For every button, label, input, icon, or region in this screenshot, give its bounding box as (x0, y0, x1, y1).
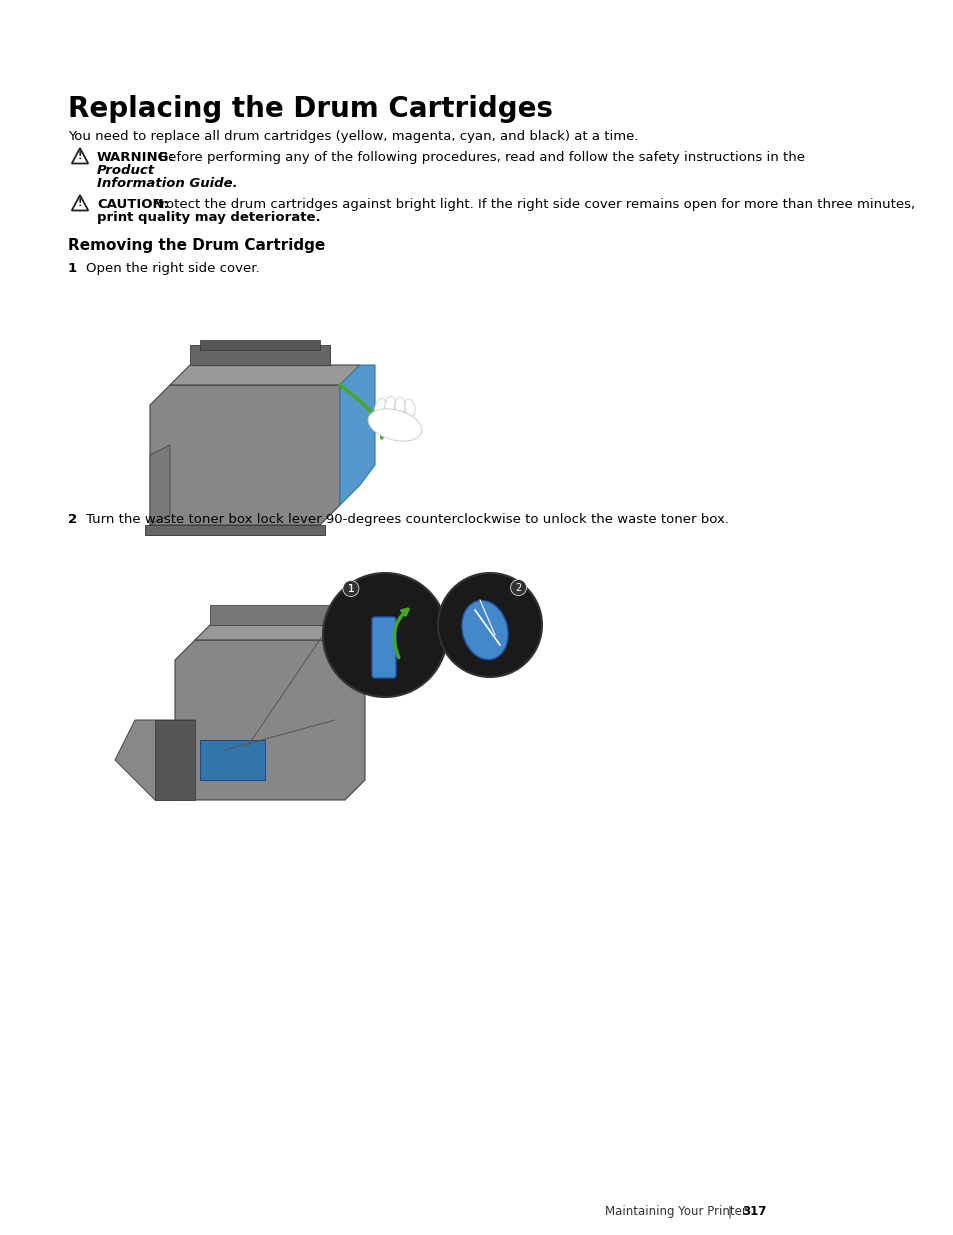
Text: CAUTION:: CAUTION: (97, 198, 169, 211)
Text: Product: Product (97, 164, 155, 177)
Polygon shape (150, 385, 339, 525)
Text: 1: 1 (347, 583, 354, 594)
Text: |: | (727, 1205, 731, 1218)
Polygon shape (200, 340, 319, 350)
Text: !: ! (77, 152, 82, 162)
Polygon shape (339, 366, 375, 505)
Polygon shape (115, 720, 194, 800)
Text: Information Guide.: Information Guide. (97, 177, 237, 190)
Ellipse shape (384, 396, 395, 414)
Text: WARNING:: WARNING: (97, 151, 174, 164)
Circle shape (510, 579, 526, 595)
Text: !: ! (77, 199, 82, 209)
Circle shape (342, 580, 358, 597)
Text: 1: 1 (68, 262, 77, 275)
Text: You need to replace all drum cartridges (yellow, magenta, cyan, and black) at a : You need to replace all drum cartridges … (68, 130, 638, 143)
Polygon shape (210, 605, 350, 625)
Ellipse shape (395, 396, 405, 415)
Text: Replacing the Drum Cartridges: Replacing the Drum Cartridges (68, 95, 553, 124)
Ellipse shape (461, 600, 508, 659)
Text: 1: 1 (348, 583, 354, 594)
Circle shape (437, 573, 541, 677)
Polygon shape (170, 366, 359, 385)
FancyBboxPatch shape (372, 618, 395, 678)
Ellipse shape (374, 399, 385, 416)
Text: 2: 2 (68, 513, 77, 526)
Polygon shape (154, 720, 194, 800)
Ellipse shape (404, 399, 415, 417)
Polygon shape (194, 625, 379, 640)
Polygon shape (190, 345, 330, 366)
Text: 2: 2 (515, 583, 521, 593)
Text: 317: 317 (741, 1205, 765, 1218)
Text: print quality may deteriorate.: print quality may deteriorate. (97, 211, 320, 224)
Polygon shape (174, 640, 365, 800)
Polygon shape (145, 525, 325, 535)
Text: Protect the drum cartridges against bright light. If the right side cover remain: Protect the drum cartridges against brig… (152, 198, 914, 211)
Text: Maintaining Your Printer: Maintaining Your Printer (604, 1205, 746, 1218)
Ellipse shape (368, 409, 421, 441)
Circle shape (323, 573, 447, 697)
Polygon shape (150, 445, 170, 525)
Text: Turn the waste toner box lock lever 90-degrees counterclockwise to unlock the wa: Turn the waste toner box lock lever 90-d… (86, 513, 728, 526)
Polygon shape (200, 740, 265, 781)
Text: Before performing any of the following procedures, read and follow the safety in: Before performing any of the following p… (159, 151, 808, 164)
Text: Removing the Drum Cartridge: Removing the Drum Cartridge (68, 238, 325, 253)
Text: Open the right side cover.: Open the right side cover. (86, 262, 259, 275)
